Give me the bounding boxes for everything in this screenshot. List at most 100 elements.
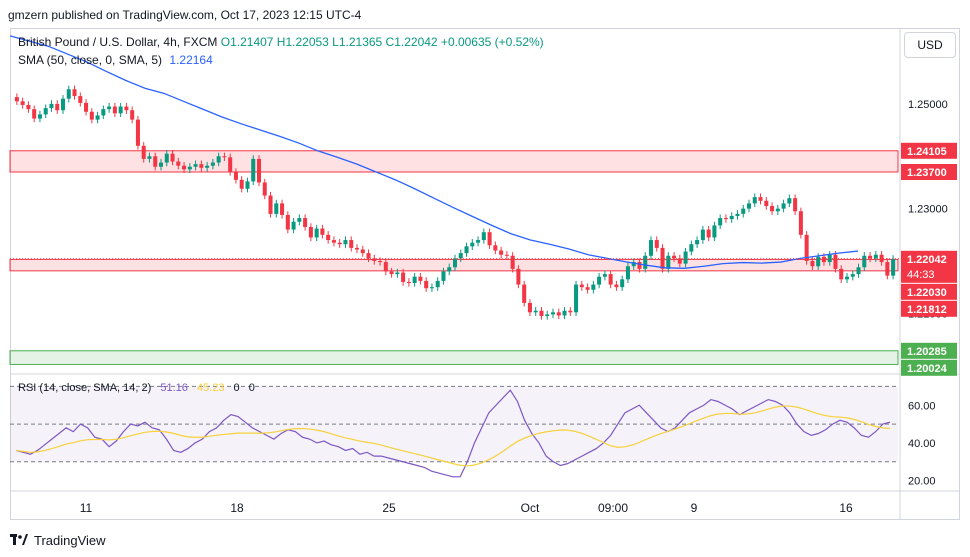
price-tick-label: 1.23000 [908,204,948,216]
candle-body [37,114,42,119]
candle-body [303,218,308,227]
candle-body [112,106,117,114]
candle-body [60,98,66,111]
candle-body [320,228,325,235]
candle-body [158,162,164,167]
candle-body [660,247,665,269]
candle-body [810,260,815,267]
candle-body [331,240,336,243]
candle-body [205,165,210,168]
candle-body [568,310,573,313]
candle-body [689,244,694,252]
candle-body [591,284,596,290]
candle-body [787,198,792,204]
candle-body [395,272,400,275]
candle-body [643,255,648,269]
candle-body [378,260,383,263]
currency-button[interactable]: USD [904,32,956,58]
candle-body [625,266,630,280]
candle-body [677,258,682,264]
candle-body [464,246,469,254]
candle-body [481,232,486,241]
candle-body [268,195,273,214]
candle-body [620,279,625,288]
rsi-legend: RSI (14, close, SMA, 14, 2) 51.16 45.23 … [18,382,255,394]
candle-body [746,203,752,209]
candle-body [424,280,429,289]
symbol-name: British Pound / U.S. Dollar, 4h, FXCM [18,35,218,49]
price-label-text: 1.22030 [907,287,947,299]
candle-body [72,89,77,97]
candle-body [706,229,711,238]
candle-body [164,153,169,163]
candle-body [648,240,654,256]
candle-body [406,281,411,283]
candle-body [251,158,256,182]
candle-body [199,164,204,168]
candle-body [545,314,550,316]
candle-body [602,274,607,277]
candle-body [141,145,146,159]
rsi-tick-label: 60.00 [908,400,936,412]
candle-body [516,268,521,285]
candle-body [470,242,475,247]
candle-body [608,274,613,285]
candle-body [856,267,861,275]
price-label-box [901,283,957,300]
candle-body [26,104,31,110]
candle-body [504,254,509,256]
candle-body [101,109,106,116]
candle-body [833,254,838,269]
candle-body [366,253,371,259]
candle-body [458,253,463,259]
price-label-text: 1.20024 [907,363,948,375]
candle-body [228,157,233,172]
sma-value: 1.22164 [169,53,213,67]
candle-body [510,255,515,269]
candle-body [539,310,544,316]
price-tick-label: 1.25000 [908,99,948,111]
candle-body [735,213,740,216]
candle-body [562,310,567,316]
publisher-line: gmzern published on TradingView.com, Oct… [8,8,362,22]
candle-body [793,198,798,212]
candle-body [153,156,158,167]
price-label-text: 1.20285 [907,346,947,358]
candle-body [798,211,803,235]
time-tick-label: 09:00 [598,501,628,515]
candle-body [429,287,434,289]
candle-body [804,234,809,261]
rsi-tick-label: 20.00 [908,476,936,488]
candle-body [862,255,867,268]
candle-body [550,312,556,315]
candle-body [14,97,19,102]
candle-body [723,218,728,220]
price-label-text: 1.21812 [907,304,947,316]
rsi-ma-value: 45.23 [196,382,225,394]
candle-body [891,258,896,276]
candle-body [614,284,619,288]
candle-body [124,106,129,111]
candle-body [885,262,890,276]
candle-body [84,102,89,112]
candle-body [637,262,642,269]
candle-body [66,89,71,99]
candle-body [839,268,844,280]
candle-body [262,182,267,196]
time-tick-label: 16 [839,501,853,515]
candle-body [868,255,873,259]
candle-body [216,156,221,163]
candle-body [308,226,313,238]
candle-body [579,284,584,288]
candle-body [245,181,250,189]
rsi-label: RSI (14, close, SMA, 14, 2) [18,382,152,394]
candle-body [522,284,527,303]
candle-body [775,208,780,212]
candle-body [770,206,775,212]
candle-body [556,312,561,316]
rsi-zero-a: 0 [233,382,240,394]
candle-body [418,276,423,281]
candle-body [222,156,227,158]
candle-body [401,272,406,282]
